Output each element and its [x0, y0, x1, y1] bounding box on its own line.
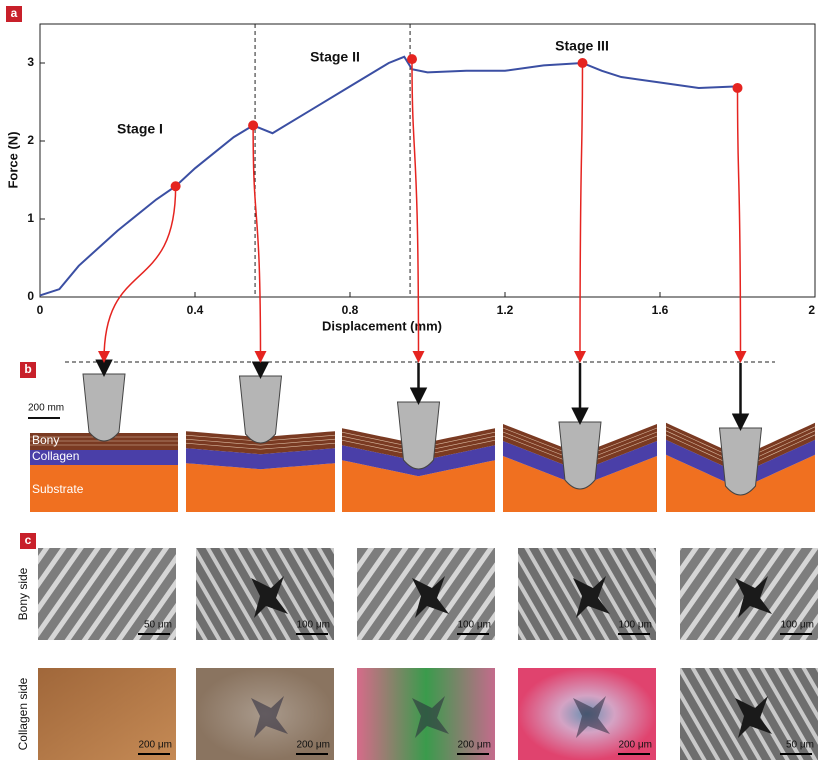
- x-axis-label: Displacement (mm): [322, 318, 442, 333]
- link-arrow: [252, 125, 267, 363]
- scale-bar-label: 200 μm: [618, 740, 652, 751]
- panel-label-box: [20, 533, 36, 549]
- layer: [186, 463, 335, 512]
- stage-marker: [577, 58, 588, 68]
- scale-bar-label: 50 μm: [144, 620, 172, 631]
- panel-label-box: [20, 362, 36, 378]
- link-arrow: [98, 186, 177, 363]
- x-tick-label: 1.2: [497, 303, 514, 317]
- stage-marker: [248, 120, 259, 131]
- force-curve: [39, 55, 738, 297]
- scale-bar-label: 50 μm: [786, 740, 814, 751]
- x-tick-label: 1.6: [652, 303, 669, 317]
- indenter: [718, 427, 763, 496]
- stage-label: Stage II: [310, 49, 360, 65]
- diagram: [30, 359, 816, 512]
- y-tick-label: 3: [27, 55, 34, 69]
- x-tick-label: 2: [808, 303, 815, 317]
- layer-line: [185, 438, 336, 446]
- layer-label: Substrate: [32, 482, 84, 496]
- y-tick-label: 2: [27, 133, 34, 147]
- stage-marker: [732, 82, 743, 93]
- indenter: [238, 375, 283, 444]
- layer: [30, 450, 178, 465]
- layer-label: Bony: [32, 433, 59, 447]
- hole: [573, 696, 610, 738]
- scale-bar-label: 200 mm: [28, 403, 64, 414]
- indenter: [558, 421, 602, 490]
- x-tick-label: 0: [37, 303, 44, 317]
- hole: [251, 576, 288, 618]
- indenter: [82, 373, 126, 442]
- hole: [412, 576, 449, 618]
- panel-label: c: [25, 533, 32, 547]
- row-label: Bony side: [16, 567, 30, 620]
- panel-label-box: [6, 6, 22, 22]
- micrograph: [38, 668, 176, 760]
- link-arrow: [411, 59, 425, 363]
- layer-label: Collagen: [32, 449, 79, 463]
- x-tick-label: 0.8: [342, 303, 359, 317]
- stage-marker: [407, 54, 417, 65]
- stage-marker: [170, 181, 181, 192]
- scale-bar-label: 100 μm: [296, 620, 330, 631]
- layer: [342, 460, 495, 512]
- micrograph: [38, 548, 176, 640]
- hole: [412, 696, 449, 738]
- panel-label: a: [11, 6, 18, 20]
- y-tick-label: 0: [27, 289, 34, 303]
- stage-label: Stage III: [555, 38, 609, 54]
- scale-bar-label: 200 μm: [296, 740, 330, 751]
- hole: [735, 696, 772, 738]
- layer: [666, 454, 815, 512]
- y-axis-label: Force (N): [5, 131, 20, 188]
- layer: [503, 456, 657, 512]
- scale-bar-label: 100 μm: [457, 620, 491, 631]
- layer: [186, 448, 335, 470]
- hole: [251, 696, 288, 738]
- scale-bar-label: 100 μm: [618, 620, 652, 631]
- hole: [735, 576, 772, 618]
- scale-bar-label: 200 μm: [457, 740, 491, 751]
- link-arrow: [574, 62, 587, 363]
- stage-label: Stage I: [117, 121, 163, 137]
- panel-label: b: [24, 362, 31, 376]
- scale-bar-label: 200 μm: [138, 740, 172, 751]
- layer-line: [185, 442, 336, 450]
- layer: [30, 465, 178, 512]
- hole: [573, 576, 610, 618]
- indenter: [396, 401, 441, 470]
- layer: [342, 445, 495, 477]
- plot-frame: [39, 23, 816, 298]
- y-tick-label: 1: [27, 211, 34, 225]
- scale-bar-label: 100 μm: [780, 620, 814, 631]
- row-label: Collagen side: [16, 677, 30, 750]
- link-arrow: [734, 87, 747, 363]
- x-tick-label: 0.4: [187, 303, 204, 317]
- micrographs: Bony side 50 μm 100 μm 100 μm 100 μm 100 μm Co…: [16, 548, 818, 760]
